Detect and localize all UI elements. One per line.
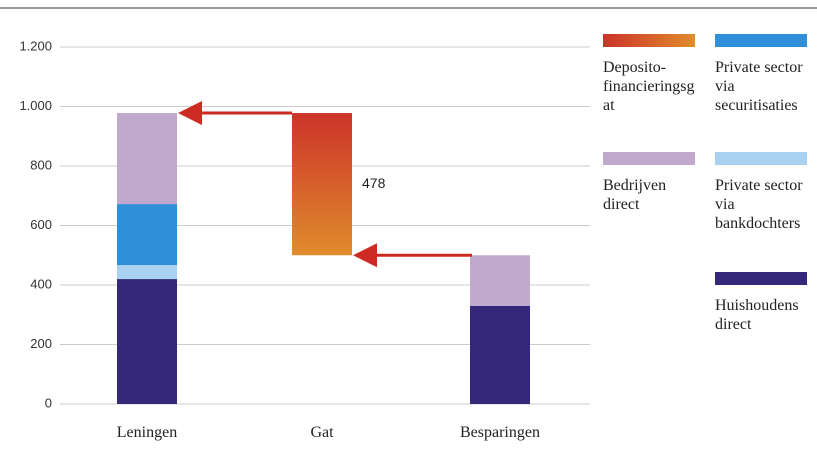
- x-tick-label: Besparingen: [460, 424, 540, 441]
- legend-label: Private sector via securitisaties: [715, 59, 803, 114]
- legend-swatch: [715, 34, 807, 47]
- y-tick-label: 0: [45, 395, 52, 410]
- bar-segment: [470, 305, 530, 404]
- legend-label-box: Private sector via bankdochters: [715, 177, 803, 232]
- bar-segment: [117, 113, 177, 205]
- legend-label: Private sector via bankdochters: [715, 177, 803, 232]
- y-tick-label: 200: [30, 336, 52, 351]
- legend-label-box: Deposito-financieringsgat: [603, 59, 695, 114]
- legend-swatch: [603, 34, 695, 47]
- bar-segment: [470, 255, 530, 306]
- y-tick-label: 400: [30, 276, 52, 291]
- legend-label-box: Private sector via securitisaties: [715, 59, 803, 114]
- legend-swatch: [603, 152, 695, 165]
- legend-label: Bedrijven direct: [603, 177, 667, 213]
- bar-segment: [117, 279, 177, 404]
- x-tick-label: Gat: [310, 424, 334, 441]
- legend-label: Huishoudens direct: [715, 297, 799, 333]
- legend-label-box: Huishoudens direct: [715, 297, 799, 333]
- bar-segment: [292, 113, 352, 256]
- y-tick-label: 1.200: [19, 38, 52, 53]
- bar-segment: [117, 204, 177, 266]
- y-tick-label: 600: [30, 217, 52, 232]
- x-tick-label: Leningen: [117, 424, 177, 441]
- legend-label: Deposito-financieringsgat: [603, 59, 695, 114]
- legend-label-box: Bedrijven direct: [603, 177, 667, 213]
- data-label: 478: [362, 175, 386, 191]
- y-tick-label: 800: [30, 157, 52, 172]
- legend-swatch: [715, 272, 807, 285]
- bar-segment: [117, 265, 177, 280]
- legend-swatch: [715, 152, 807, 165]
- y-tick-label: 1.000: [19, 98, 52, 113]
